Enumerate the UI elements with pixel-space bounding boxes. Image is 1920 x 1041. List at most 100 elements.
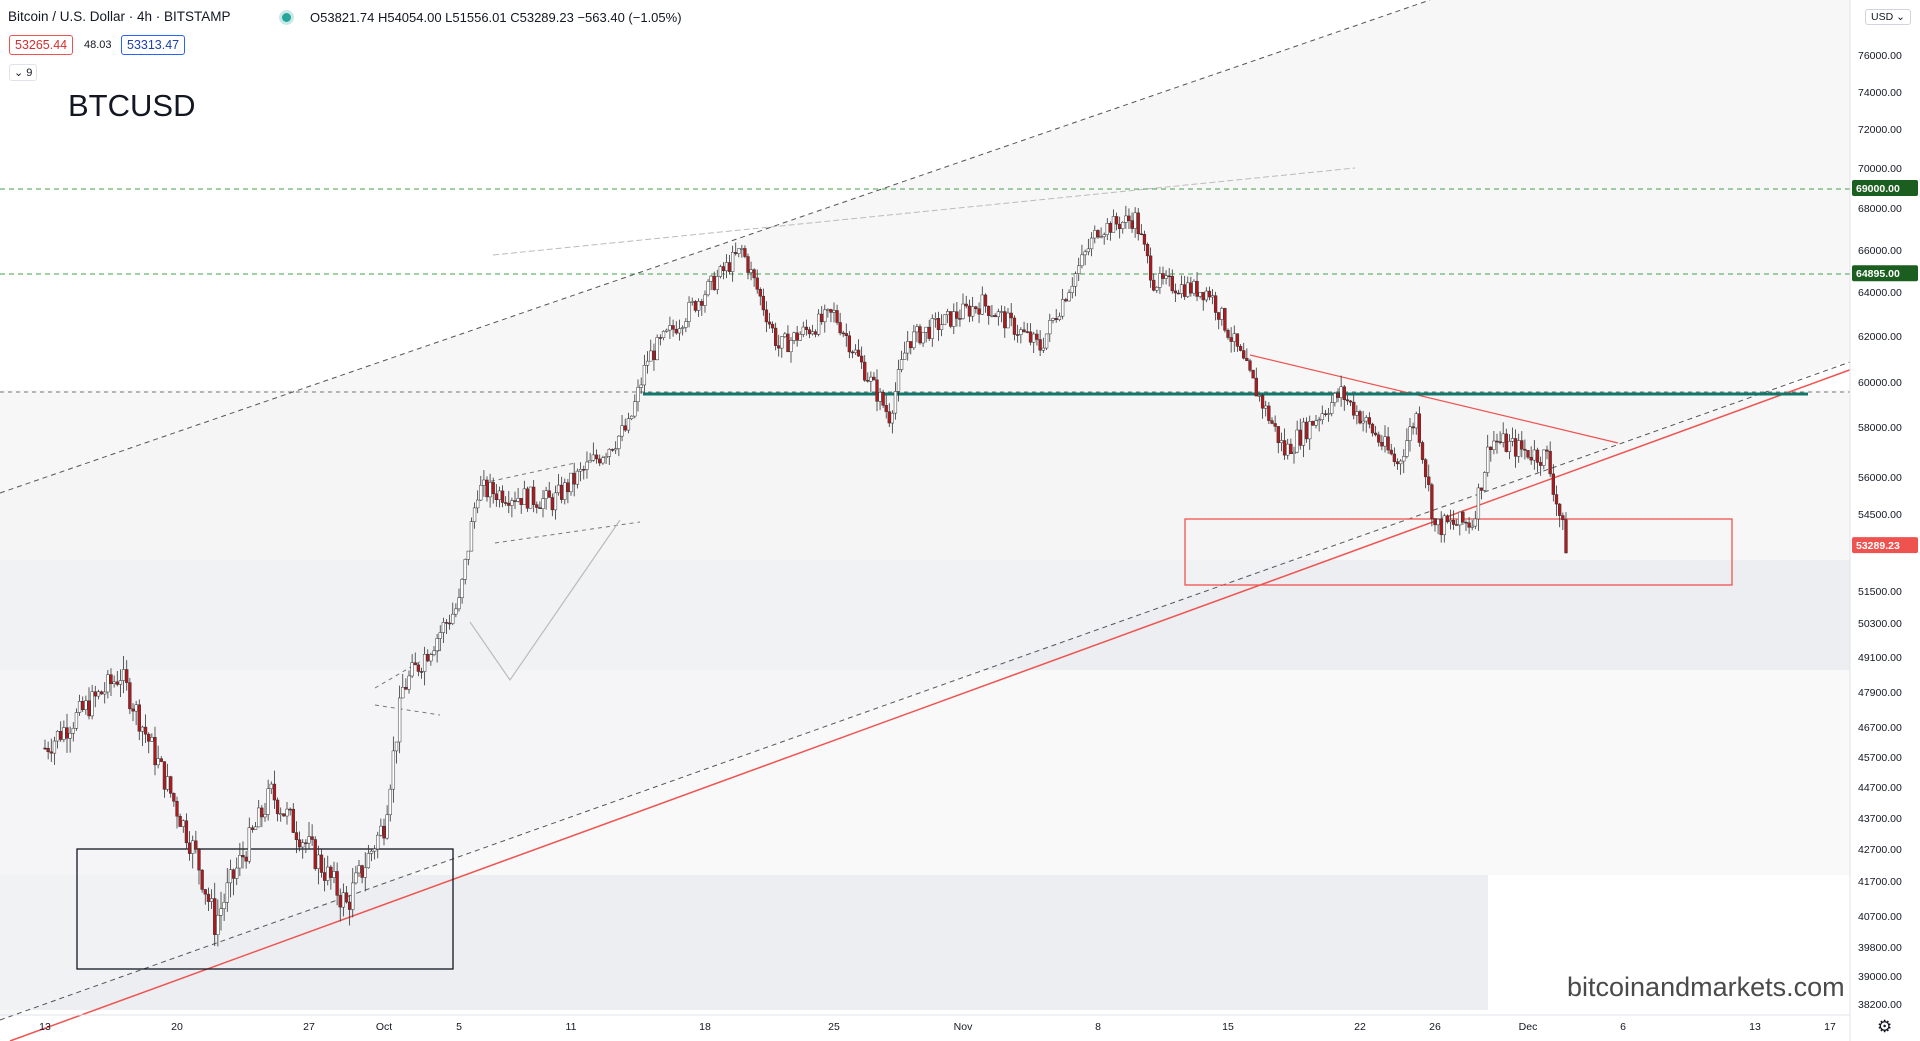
candle-body bbox=[1238, 346, 1243, 351]
candle-body bbox=[451, 613, 455, 624]
x-tick-label: 25 bbox=[828, 1021, 840, 1033]
ask-price-box[interactable]: 53313.47 bbox=[121, 35, 186, 55]
candle-body bbox=[1330, 402, 1334, 414]
candle-body bbox=[216, 915, 220, 935]
candle-body bbox=[1336, 393, 1340, 398]
candle-body bbox=[1170, 275, 1174, 292]
candle-body bbox=[547, 490, 551, 498]
candle-body bbox=[652, 350, 656, 360]
candle-body bbox=[1339, 386, 1343, 398]
candle-body bbox=[438, 632, 442, 639]
candle-body bbox=[645, 360, 650, 366]
indicators-toggle[interactable]: ⌄ 9 bbox=[9, 64, 38, 81]
x-tick-label: 20 bbox=[171, 1021, 183, 1033]
indicator-count: 9 bbox=[26, 67, 33, 79]
candle-body bbox=[187, 842, 192, 854]
candle-body bbox=[1523, 448, 1527, 451]
candle-body bbox=[795, 332, 799, 341]
candle-body bbox=[507, 502, 511, 506]
candle-body bbox=[1289, 443, 1293, 454]
candle-body bbox=[528, 486, 533, 509]
candle-body bbox=[912, 331, 916, 349]
candle-body bbox=[404, 686, 408, 690]
candle-body bbox=[140, 726, 145, 732]
candle-body bbox=[426, 654, 430, 662]
candle-body bbox=[970, 306, 975, 317]
candle-body bbox=[106, 674, 110, 693]
currency-button[interactable]: USD ⌄ bbox=[1865, 9, 1911, 25]
price-label: 64895.00 bbox=[1856, 268, 1900, 280]
price-label-bg bbox=[1852, 265, 1918, 282]
candle-body bbox=[1273, 423, 1277, 427]
candle-body bbox=[469, 521, 474, 552]
candle-body bbox=[798, 334, 802, 341]
y-tick-label: 64000.00 bbox=[1858, 287, 1902, 299]
candle-body bbox=[447, 622, 452, 625]
candle-body bbox=[338, 895, 342, 908]
candle-body bbox=[175, 801, 179, 817]
candle-body bbox=[1461, 511, 1465, 523]
candle-body bbox=[764, 309, 769, 323]
candle-body bbox=[915, 326, 919, 333]
candle-body bbox=[1455, 524, 1459, 526]
candle-body bbox=[235, 867, 239, 879]
candle-body bbox=[1015, 334, 1020, 336]
candle-body bbox=[143, 726, 148, 735]
candle-body bbox=[394, 741, 399, 752]
channel-lower-dashed-line bbox=[0, 361, 1851, 1021]
candle-body bbox=[866, 380, 870, 382]
candle-body bbox=[1235, 333, 1240, 347]
candle-body bbox=[391, 750, 396, 790]
candle-body bbox=[1408, 426, 1412, 441]
candle-body bbox=[429, 654, 433, 662]
candle-body bbox=[902, 352, 907, 360]
candle-body bbox=[936, 318, 941, 330]
candle-body bbox=[326, 866, 330, 881]
candle-body bbox=[1192, 280, 1196, 294]
candle-body bbox=[347, 901, 352, 910]
candle-body bbox=[658, 337, 662, 339]
candle-body bbox=[967, 305, 972, 317]
candle-body bbox=[84, 700, 88, 710]
candle-body bbox=[99, 691, 104, 695]
candle-body bbox=[1111, 216, 1116, 233]
y-tick-label: 72000.00 bbox=[1858, 124, 1902, 136]
candle-body bbox=[222, 902, 226, 910]
symbol-title[interactable]: Bitcoin / U.S. Dollar · 4h · BITSTAMP bbox=[8, 9, 231, 24]
candle-body bbox=[504, 502, 508, 504]
candle-body bbox=[1308, 421, 1312, 440]
candle-body bbox=[626, 418, 631, 431]
candle-body bbox=[1028, 331, 1033, 343]
price-label: 53289.23 bbox=[1856, 540, 1900, 552]
candle-body bbox=[159, 758, 163, 762]
candle-body bbox=[194, 840, 198, 850]
bid-price-box[interactable]: 53265.44 bbox=[9, 35, 74, 55]
candle-body bbox=[260, 807, 264, 818]
candle-body bbox=[1096, 230, 1100, 238]
candle-body bbox=[360, 865, 364, 878]
candle-body bbox=[952, 311, 956, 327]
candle-body bbox=[582, 469, 586, 471]
candle-body bbox=[532, 486, 536, 505]
candle-body bbox=[893, 391, 898, 414]
candle-body bbox=[1482, 472, 1487, 491]
candle-body bbox=[294, 832, 299, 841]
candle-body bbox=[219, 908, 223, 916]
candle-body bbox=[563, 482, 567, 500]
gear-icon[interactable]: ⚙ bbox=[1877, 1017, 1893, 1036]
candle-body bbox=[859, 355, 864, 363]
candle-body bbox=[74, 712, 79, 729]
candle-body bbox=[690, 301, 694, 303]
candle-body bbox=[1292, 451, 1296, 454]
candle-body bbox=[491, 482, 495, 495]
candle-body bbox=[721, 266, 726, 272]
price-axis[interactable] bbox=[1850, 0, 1920, 1041]
candle-body bbox=[247, 827, 251, 862]
candle-body bbox=[1251, 370, 1255, 379]
candle-body bbox=[569, 472, 573, 493]
candle-body bbox=[444, 622, 449, 624]
candle-body bbox=[1089, 237, 1094, 250]
candle-body bbox=[1270, 420, 1274, 424]
candle-body bbox=[96, 691, 101, 697]
